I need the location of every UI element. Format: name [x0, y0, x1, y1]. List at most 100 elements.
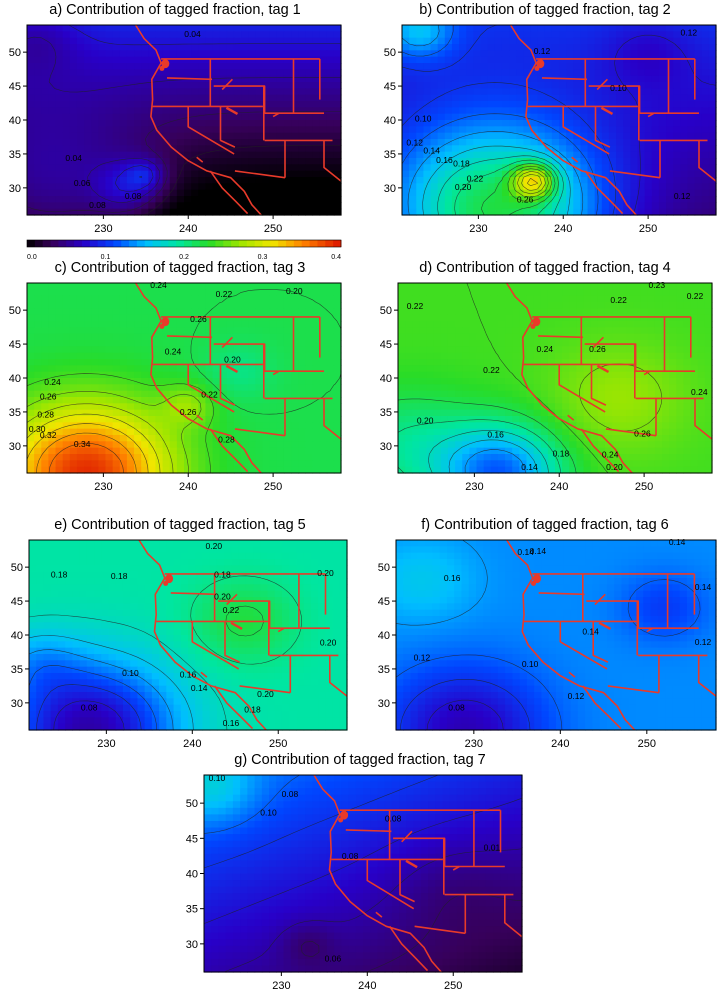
state-border: [196, 414, 204, 421]
contour-label: 0.18: [244, 705, 261, 715]
state-border: [605, 428, 657, 437]
panel-c: c) Contribution of tagged fraction, tag …: [0, 258, 360, 503]
contour-label: 0.18: [553, 448, 570, 458]
x-tick-label: 250: [639, 223, 657, 235]
state-border: [234, 428, 286, 437]
y-tick-label: 30: [186, 939, 198, 951]
coastline: [134, 282, 262, 474]
contour-label: 0.24: [165, 346, 182, 356]
colorbar-swatch: [215, 240, 224, 247]
contour-lines: [395, 539, 701, 731]
baja-coast: [584, 170, 624, 215]
colorbar-swatch: [160, 240, 169, 247]
y-tick-label: 40: [186, 869, 198, 881]
contour-label: 0.28: [37, 410, 54, 420]
contour-label: 0.34: [74, 439, 91, 449]
state-border: [393, 837, 446, 867]
y-tick-label: 50: [380, 305, 392, 317]
colorbar-swatch: [34, 240, 44, 247]
y-tick-label: 50: [384, 47, 396, 59]
baja-coast: [209, 170, 249, 215]
state-border: [698, 140, 717, 182]
map-svg: 0.140.160.140.140.140.120.120.100.080.12…: [378, 537, 717, 750]
colorbar-swatch: [168, 240, 177, 247]
colorbar-swatch: [66, 240, 75, 247]
state-border: [272, 112, 280, 118]
map-a: 0.04 0.04 0.06 0.08 0.08 50 45 40 35 30 230 240 250: [9, 24, 342, 235]
colorbar-swatch: [50, 240, 59, 247]
contour-label: 0.23: [649, 280, 666, 290]
contour-lines: [397, 282, 663, 474]
field-cells: [398, 283, 713, 474]
contour-label: 0.12: [534, 46, 551, 56]
contour-lines: [26, 24, 341, 216]
colorbar-swatch: [333, 240, 342, 247]
y-tick-label: 30: [378, 698, 390, 710]
lake-marker: [225, 364, 239, 373]
y-tick-label: 50: [9, 305, 21, 317]
state-border: [537, 335, 584, 339]
colorbar-swatch: [152, 240, 161, 247]
colorbar-swatch: [207, 240, 216, 247]
contour-label: 0.20: [417, 416, 434, 426]
state-border: [567, 414, 575, 421]
colorbar-swatch: [144, 240, 153, 247]
state-border: [541, 77, 588, 81]
y-tick-label: 45: [384, 81, 396, 93]
contour-label: 0.22: [467, 173, 484, 183]
contour-label: 0.16: [223, 718, 240, 728]
x-tick-label: 240: [179, 223, 197, 235]
state-border: [213, 85, 266, 114]
contour-label: 0.14: [669, 537, 686, 547]
field-cells: [402, 25, 717, 216]
panel-title: c) Contribution of tagged fraction, tag …: [54, 260, 306, 276]
y-tick-label: 35: [9, 407, 21, 419]
coastline: [506, 539, 636, 731]
contour-label: 0.14: [695, 582, 712, 592]
contour-lines: [203, 774, 523, 973]
x-tick-label: 240: [554, 223, 572, 235]
state-border: [399, 859, 415, 903]
x-tick-label: 230: [465, 738, 483, 750]
y-tick-label: 30: [380, 441, 392, 453]
coastline: [134, 24, 262, 216]
puget-sound: [534, 59, 545, 71]
contour-label: 0.14: [423, 145, 440, 155]
colorbar-swatch: [81, 240, 91, 247]
state-border: [328, 655, 348, 697]
contour-label: 0.20: [257, 689, 274, 699]
x-tick-label: 250: [635, 481, 653, 493]
panel-g: g) Contribution of tagged fraction, tag …: [175, 750, 545, 1000]
state-boundaries: [134, 282, 342, 474]
map-e: 0.20 0.18 0.18 0.18 0.20 0.20 0.22 0.20 0.10 0.16…: [11, 539, 348, 750]
contour-label: 0.06: [74, 178, 91, 188]
x-tick-label: 240: [550, 481, 568, 493]
state-border: [323, 398, 342, 440]
x-tick-label: 230: [272, 980, 290, 992]
y-tick-label: 50: [11, 562, 23, 574]
x-tick-label: 230: [465, 481, 483, 493]
colorbar-swatch: [121, 240, 130, 247]
puget-sound: [163, 574, 174, 586]
state-border: [607, 685, 660, 694]
state-border: [558, 364, 606, 413]
contour-label: 0.26: [589, 344, 606, 354]
state-border: [590, 364, 607, 406]
colorbar-swatch: [97, 240, 106, 247]
contour-label: 0.28: [218, 435, 235, 445]
contour-label: 0.16: [436, 155, 453, 165]
y-tick-label: 40: [9, 373, 21, 385]
state-border: [584, 343, 637, 372]
state-border: [697, 655, 717, 697]
contour-label: 0.14: [530, 546, 547, 556]
colorbar-swatch: [74, 240, 83, 247]
map-svg: 0.120.100.100.120.140.16 0.180.220.200.26…: [384, 24, 717, 235]
map-svg: 0.24 0.22 0.20 0.26 0.24 0.20 0.22 0.24 0.26 0.28…: [9, 280, 342, 493]
contour-label: 0.26: [634, 429, 651, 439]
state-border: [239, 685, 291, 694]
contour-label: 0.10: [209, 773, 226, 783]
contour-label: 0.10: [260, 807, 277, 817]
contour-label: 0.20: [320, 637, 337, 647]
field-cells: [29, 540, 348, 731]
state-border: [187, 364, 235, 413]
